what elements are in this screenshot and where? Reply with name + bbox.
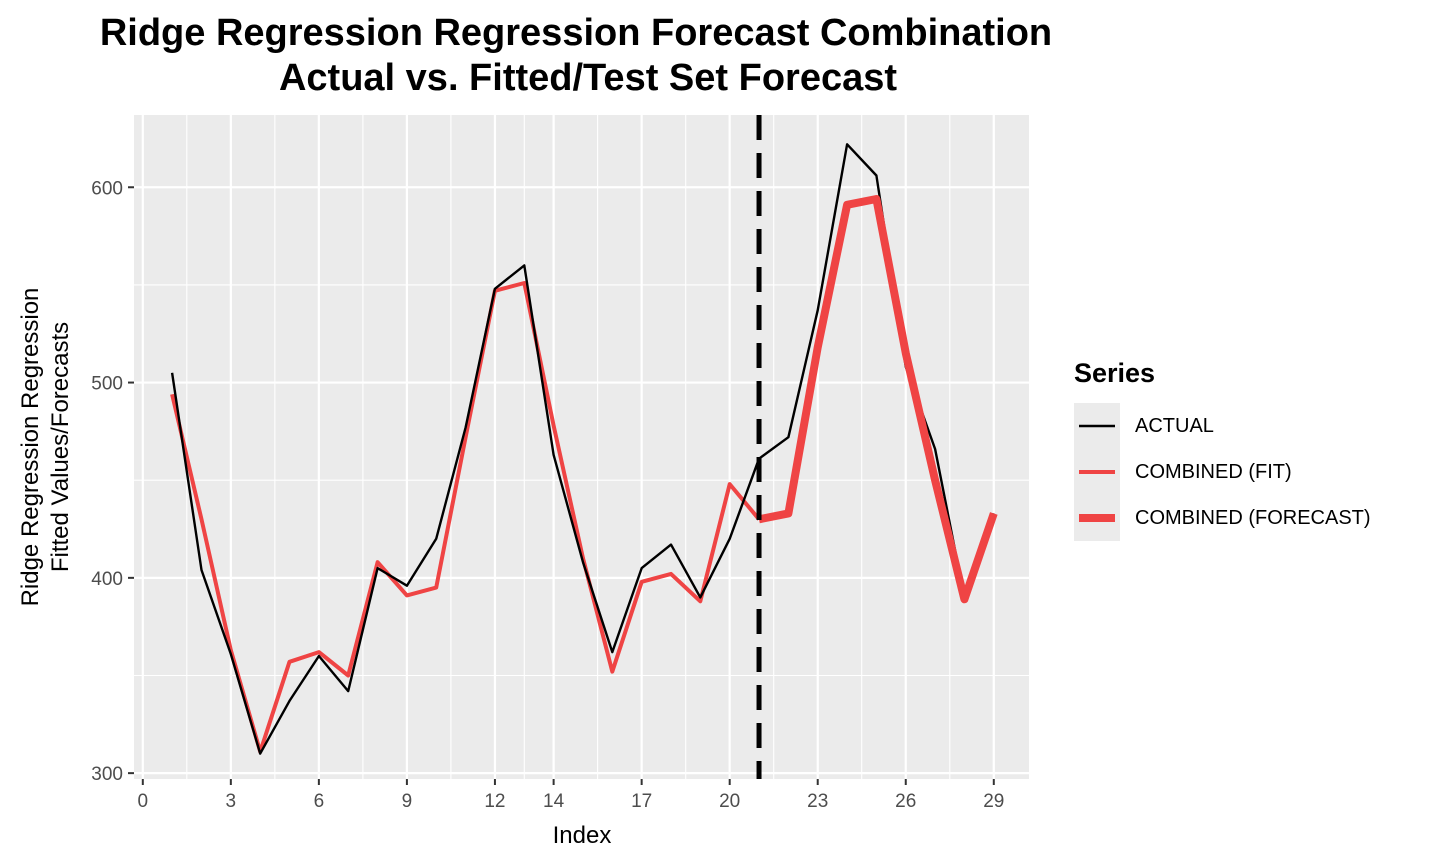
- legend-title: Series: [1074, 358, 1155, 388]
- y-tick-label: 600: [91, 178, 123, 199]
- y-axis-title: Ridge Regression Regression Fitted Value…: [17, 288, 74, 607]
- x-tick-label: 14: [543, 791, 565, 812]
- legend-label-combined-forecast: COMBINED (FORECAST): [1135, 507, 1371, 529]
- y-tick-label: 500: [91, 374, 123, 395]
- x-tick-label: 29: [983, 791, 1004, 812]
- x-tick-label: 12: [484, 791, 505, 812]
- x-tick-label: 3: [226, 791, 237, 812]
- x-axis: 0 3 6 9 12 14 17 20 23 26 29: [138, 779, 1004, 812]
- chart-title-line-1: Ridge Regression Regression Forecast Com…: [100, 12, 1052, 54]
- y-axis-title-line-2: Fitted Values/Forecasts: [47, 322, 74, 572]
- series-layer: [170, 115, 998, 779]
- x-tick-label: 6: [314, 791, 325, 812]
- x-tick-label: 20: [719, 791, 740, 812]
- major-grid: [134, 115, 1029, 779]
- x-tick-label: 23: [807, 791, 828, 812]
- x-tick-label: 26: [895, 791, 916, 812]
- legend-label-combined-fit: COMBINED (FIT): [1135, 461, 1292, 483]
- y-axis-title-line-1: Ridge Regression Regression: [17, 288, 44, 607]
- legend-label-actual: ACTUAL: [1135, 415, 1214, 437]
- legend: Series ACTUAL COMBINED (FIT) COMBINED (F…: [1074, 358, 1371, 541]
- plot-panel: [134, 115, 1029, 779]
- actual-line: [170, 143, 995, 755]
- combined-forecast-line: [758, 195, 998, 604]
- combined-fit-line: [170, 281, 761, 754]
- x-tick-label: 17: [631, 791, 652, 812]
- x-tick-label: 9: [402, 791, 413, 812]
- y-tick-label: 300: [91, 764, 123, 785]
- x-tick-label: 0: [138, 791, 149, 812]
- x-axis-title: Index: [553, 822, 612, 849]
- chart-title-line-2: Actual vs. Fitted/Test Set Forecast: [279, 57, 897, 99]
- legend-keys: [1074, 403, 1120, 541]
- y-axis: 300 400 500 600: [91, 178, 134, 785]
- y-tick-label: 400: [91, 569, 123, 590]
